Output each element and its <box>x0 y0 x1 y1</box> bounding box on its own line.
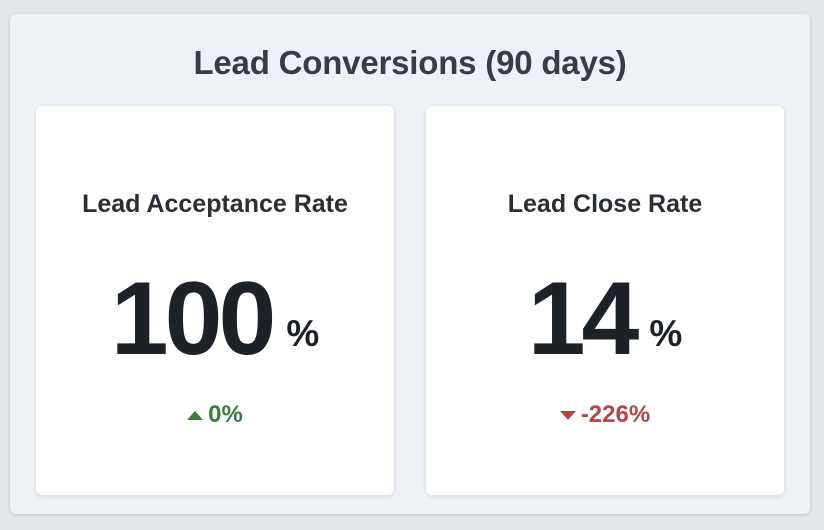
metric-change-value: -226% <box>580 401 651 428</box>
metric-value: 100 <box>110 261 277 377</box>
metric-change: 0% <box>36 401 394 429</box>
metric-value-row: 100 % <box>36 261 394 377</box>
metric-change-value: 0% <box>208 401 243 428</box>
triangle-down-icon <box>559 410 576 420</box>
metric-unit: % <box>649 313 683 354</box>
lead-conversions-panel: Lead Conversions (90 days) Lead Acceptan… <box>10 14 810 514</box>
metric-value-row: 14 % <box>426 261 784 377</box>
metric-value: 14 <box>527 261 640 377</box>
card-title: Lead Acceptance Rate <box>82 190 348 218</box>
metric-change: -226% <box>426 401 784 429</box>
triangle-up-icon <box>187 410 204 420</box>
lead-acceptance-rate-card: Lead Acceptance Rate 100 % 0% <box>36 106 394 495</box>
metric-unit: % <box>286 313 320 354</box>
panel-title: Lead Conversions (90 days) <box>193 44 627 81</box>
card-title: Lead Close Rate <box>507 190 703 218</box>
lead-close-rate-card: Lead Close Rate 14 % -226% <box>426 106 784 495</box>
